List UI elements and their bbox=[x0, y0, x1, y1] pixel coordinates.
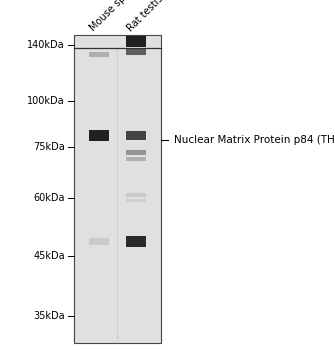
Bar bbox=[126, 157, 146, 161]
Text: 100kDa: 100kDa bbox=[27, 96, 65, 106]
Bar bbox=[126, 199, 146, 202]
Bar bbox=[126, 236, 146, 247]
Text: 60kDa: 60kDa bbox=[34, 193, 65, 203]
Bar bbox=[126, 150, 146, 155]
Bar bbox=[89, 130, 109, 141]
Text: Rat testis: Rat testis bbox=[125, 0, 165, 33]
Text: Mouse spleen: Mouse spleen bbox=[88, 0, 143, 33]
Bar bbox=[126, 49, 146, 55]
Text: 140kDa: 140kDa bbox=[27, 40, 65, 50]
Bar bbox=[126, 193, 146, 197]
Bar bbox=[89, 238, 109, 245]
Bar bbox=[126, 131, 146, 140]
Text: Nuclear Matrix Protein p84 (THOC1): Nuclear Matrix Protein p84 (THOC1) bbox=[174, 135, 335, 145]
Bar bbox=[74, 35, 161, 343]
Bar bbox=[126, 36, 146, 47]
Text: 75kDa: 75kDa bbox=[33, 142, 65, 152]
Text: 35kDa: 35kDa bbox=[34, 311, 65, 321]
Text: 45kDa: 45kDa bbox=[34, 251, 65, 261]
Bar bbox=[89, 52, 109, 57]
